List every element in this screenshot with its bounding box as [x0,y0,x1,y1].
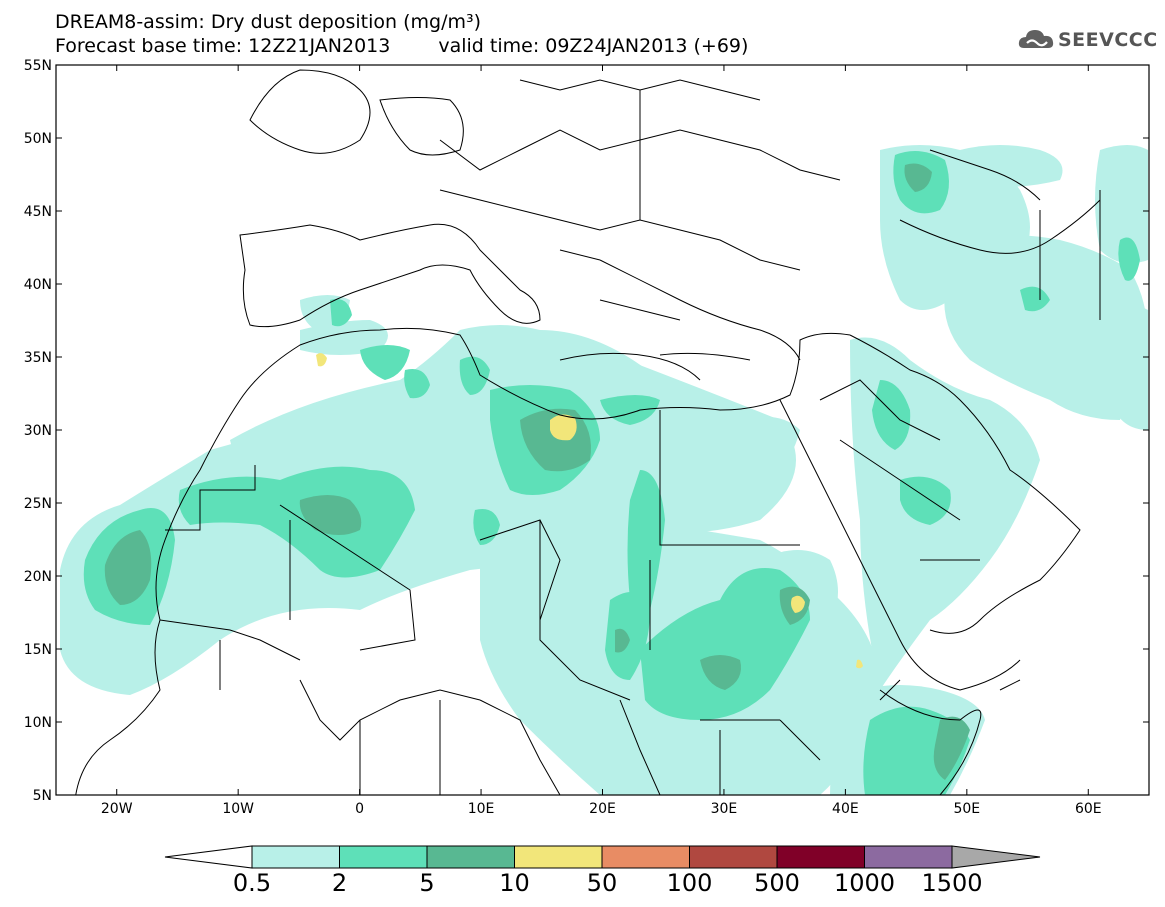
lat-label: 55N [24,58,52,74]
lat-label: 50N [24,131,52,147]
lat-label: 35N [24,350,52,366]
lon-label: 50E [953,801,980,817]
lon-label: 0 [355,801,364,817]
lon-label: 30E [711,801,738,817]
colorbar-label: 500 [754,869,800,897]
colorbar-segment [864,845,953,869]
axis-labels: 55N 50N 45N 40N 35N 30N 25N 20N 15N 10N 5N 20W 10W 0 1… [24,58,1102,817]
colorbar-over-triangle [951,845,1041,869]
colorbar [164,845,1041,869]
lat-label: 45N [24,204,52,220]
lon-label: 10E [468,801,495,817]
colorbar-under-triangle [164,845,253,869]
level-10-50 [316,353,863,669]
colorbar-segment [689,845,778,869]
lon-label: 40E [832,801,859,817]
axis-ticks [56,64,1149,796]
lat-label: 15N [24,642,52,658]
colorbar-segment [601,845,690,869]
lon-label: 20E [589,801,616,817]
colorbar-label: 0.5 [232,869,272,897]
cloud-icon [1018,30,1054,48]
lat-label: 40N [24,277,52,293]
colorbar-segment [251,845,340,869]
colorbar-segment [339,845,428,869]
lat-label: 20N [24,569,52,585]
colorbar-label: 10 [499,869,530,897]
colorbar-segment [514,845,603,869]
colorbar-label: 1000 [833,869,896,897]
lat-label: 25N [24,496,52,512]
lon-label: 10W [222,801,254,817]
lat-label: 10N [24,715,52,731]
map-title: DREAM8-assim: Dry dust deposition (mg/m³… [55,11,482,33]
colorbar-segment [426,845,515,869]
colorbar-label: 2 [331,869,348,897]
lon-label: 20W [101,801,133,817]
lat-label: 30N [24,423,52,439]
colorbar-label: 5 [419,869,435,897]
colorbar-label: 50 [586,869,618,897]
colorbar-label: 1500 [921,869,983,897]
map-subtitle: Forecast base time: 12Z21JAN2013 valid ti… [55,36,748,56]
base-time: Forecast base time: 12Z21JAN2013 [55,35,391,57]
lat-label: 5N [33,788,52,804]
lon-label: 60E [1075,801,1102,817]
valid-time: valid time: 09Z24JAN2013 (+69) [438,35,749,57]
dust-fields [60,145,1148,795]
coastlines-borders [75,69,1101,795]
colorbar-segment [776,845,865,869]
seevccc-logo: SEEVCCC [1018,26,1158,56]
colorbar-label: 100 [666,869,713,897]
